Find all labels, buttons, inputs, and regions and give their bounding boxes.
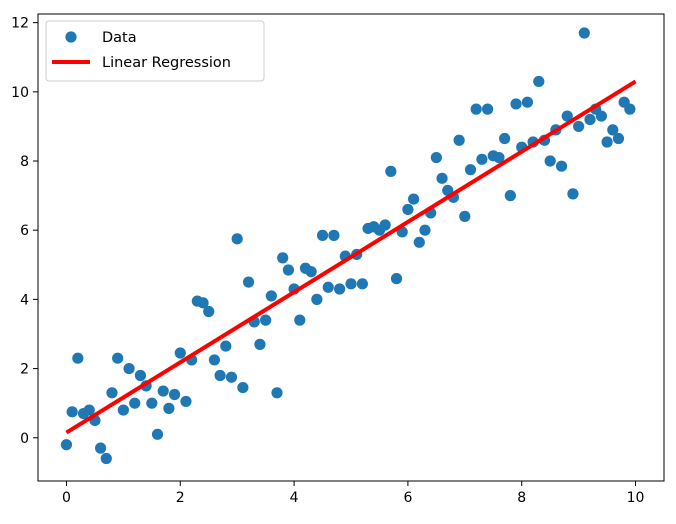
data-point-60	[402, 203, 414, 216]
data-point-1	[66, 406, 78, 418]
axes-frame	[37, 13, 665, 482]
x-tick-label-8: 8	[517, 490, 526, 506]
data-point-34	[254, 338, 266, 350]
data-point-32	[242, 276, 255, 288]
data-point-50	[345, 278, 357, 290]
data-point-62	[413, 236, 425, 248]
plot-area	[60, 27, 637, 465]
data-point-18	[163, 402, 175, 414]
data-point-99	[624, 103, 636, 115]
legend: Data Linear Regression	[45, 20, 265, 82]
data-point-35	[260, 314, 272, 326]
data-point-17	[157, 385, 169, 397]
data-point-72	[470, 103, 482, 115]
data-point-4	[83, 404, 95, 416]
data-point-57	[385, 165, 397, 177]
data-point-8	[106, 387, 118, 399]
data-point-87	[555, 160, 568, 172]
data-point-36	[265, 290, 277, 302]
data-point-56	[379, 219, 391, 231]
data-point-95	[601, 136, 613, 148]
data-point-69	[453, 134, 465, 146]
data-point-81	[521, 96, 534, 108]
x-tick-label-0: 0	[62, 490, 71, 506]
data-point-25	[203, 305, 215, 318]
data-point-28	[220, 340, 232, 352]
data-point-70	[459, 210, 471, 222]
legend-label-regression: Linear Regression	[102, 55, 231, 71]
data-point-77	[499, 132, 511, 145]
data-point-37	[271, 387, 283, 399]
data-point-9	[112, 352, 124, 364]
data-point-12	[129, 397, 141, 409]
data-point-52	[356, 278, 368, 290]
data-point-94	[595, 110, 608, 122]
data-point-74	[481, 103, 494, 115]
y-tick-label-8: 8	[20, 154, 29, 170]
data-point-27	[214, 369, 226, 382]
data-point-21	[180, 395, 192, 408]
data-point-76	[493, 151, 505, 164]
data-point-10	[117, 404, 129, 416]
data-point-83	[533, 75, 545, 88]
data-point-97	[612, 132, 625, 145]
data-point-47	[328, 229, 340, 241]
y-tick-label-6: 6	[20, 223, 29, 239]
x-tick-label-6: 6	[403, 490, 412, 506]
data-point-19	[168, 388, 181, 401]
y-tick-label-0: 0	[20, 431, 29, 447]
data-point-24	[197, 297, 209, 309]
data-point-6	[95, 442, 107, 454]
data-point-43	[305, 266, 317, 278]
data-point-63	[419, 224, 431, 236]
data-point-71	[464, 164, 477, 176]
data-point-45	[316, 229, 329, 241]
data-point-46	[322, 281, 334, 293]
data-point-79	[510, 98, 522, 110]
data-point-61	[408, 193, 420, 205]
data-point-39	[282, 264, 294, 276]
legend-box	[45, 20, 265, 82]
data-point-41	[294, 314, 306, 326]
y-tick-label-12: 12	[11, 16, 29, 32]
data-point-90	[573, 120, 585, 133]
data-point-16	[151, 428, 164, 440]
legend-marker-data	[65, 31, 77, 43]
data-point-30	[231, 233, 243, 245]
data-point-88	[561, 110, 573, 122]
data-point-11	[123, 362, 135, 375]
data-point-38	[277, 252, 289, 264]
data-point-91	[578, 27, 590, 39]
data-point-29	[225, 371, 238, 383]
x-tick-label-10: 10	[627, 490, 645, 506]
legend-label-data: Data	[102, 30, 137, 46]
data-point-89	[567, 188, 579, 200]
data-point-0	[60, 439, 73, 451]
data-point-58	[390, 273, 403, 285]
axis-ticks: 0 2 4 6 8 10 0 2 4 6 8 10 12	[11, 16, 644, 506]
data-point-85	[544, 155, 556, 167]
x-tick-label-2: 2	[176, 490, 185, 506]
y-tick-label-4: 4	[20, 292, 29, 308]
data-point-65	[430, 151, 442, 164]
data-point-96	[607, 124, 619, 136]
data-point-7	[100, 452, 112, 465]
y-tick-label-10: 10	[11, 85, 29, 101]
data-point-66	[436, 172, 448, 184]
data-point-15	[146, 397, 158, 409]
regression-line	[65, 79, 637, 435]
data-point-92	[584, 113, 596, 126]
data-point-31	[237, 382, 249, 394]
data-point-20	[174, 347, 186, 359]
data-point-73	[476, 153, 488, 165]
data-point-48	[334, 283, 346, 295]
y-tick-label-2: 2	[20, 362, 29, 378]
data-point-78	[504, 190, 516, 202]
x-tick-label-4: 4	[290, 490, 299, 506]
data-point-2	[72, 352, 84, 364]
data-point-13	[134, 369, 147, 382]
data-point-26	[208, 354, 221, 366]
data-point-44	[311, 293, 323, 305]
